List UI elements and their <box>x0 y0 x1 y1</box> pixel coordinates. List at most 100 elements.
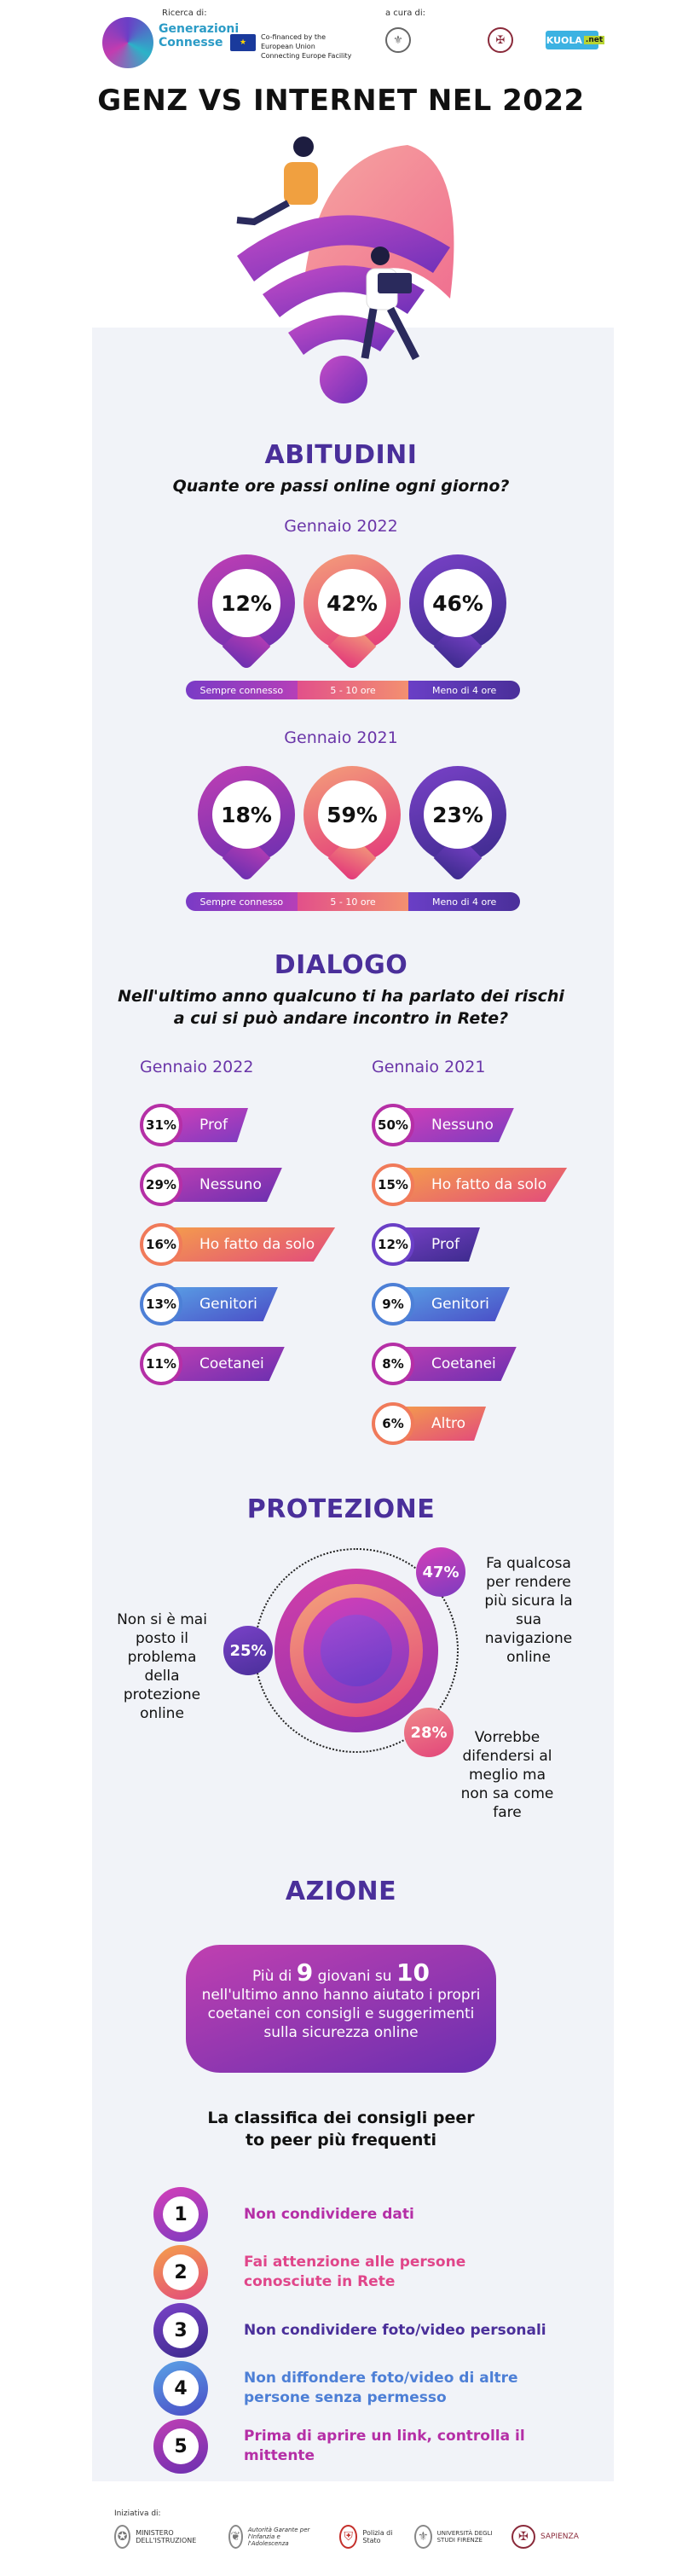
rank-item-1: 1 Non condividere dati <box>153 2187 563 2242</box>
rank-number: 2 <box>163 2254 199 2290</box>
protezione-rings <box>254 1548 459 1753</box>
azione-title: AZIONE <box>285 1877 397 1906</box>
dialogo-2022-item: 29% Nessuno <box>140 1163 344 1206</box>
ricerca-label: Ricerca di: <box>162 9 207 18</box>
dialogo-2022-item: 31% Prof <box>140 1104 344 1146</box>
protezione-badge-28: 28% <box>404 1708 454 1757</box>
legend-meno4: Meno di 4 ore <box>408 681 520 699</box>
pin-value: 18% <box>212 780 280 849</box>
item-pct: 11% <box>140 1343 182 1385</box>
rank-number: 5 <box>163 2428 199 2464</box>
footer-logo: ⛨ Polizia di Stato <box>339 2525 399 2549</box>
pin-2022-sempre: 12% <box>198 554 295 674</box>
legend-5-10: 5 - 10 ore <box>297 892 409 911</box>
pin-value: 59% <box>318 780 386 849</box>
protezione-text-28: Vorrebbe difendersi al meglio ma non sa … <box>460 1729 554 1821</box>
dialogo-2021-item: 12% Prof <box>372 1223 576 1266</box>
dialogo-2021-item: 8% Coetanei <box>372 1343 576 1385</box>
legend-sempre: Sempre connesso <box>186 681 298 699</box>
protezione-badge-25: 25% <box>223 1626 273 1675</box>
azione-highlight-box: Più di 9 giovani su 10 nell'ultimo anno … <box>186 1945 496 2073</box>
item-pct: 50% <box>372 1104 414 1146</box>
item-pct: 9% <box>372 1283 414 1326</box>
legend-bar-2022: Sempre connesso 5 - 10 ore Meno di 4 ore <box>186 681 520 699</box>
rank-text: Non condividere foto/video personali <box>244 2321 546 2339</box>
abitudini-2022-label: Gennaio 2022 <box>284 517 398 536</box>
footer-logo-text: Polizia di Stato <box>362 2529 393 2544</box>
pin-value: 12% <box>212 569 280 637</box>
item-pct: 29% <box>140 1163 182 1206</box>
emblem-icon: ❦ <box>228 2525 243 2549</box>
legend-sempre: Sempre connesso <box>186 892 298 911</box>
pin-2021-sempre: 18% <box>198 766 295 885</box>
dialogo-2022-label: Gennaio 2022 <box>140 1058 254 1076</box>
dialogo-2021-item: 9% Genitori <box>372 1283 576 1326</box>
rank-number: 4 <box>163 2370 199 2406</box>
legend-5-10: 5 - 10 ore <box>297 681 409 699</box>
police-shield-icon: ⛨ <box>339 2525 358 2549</box>
emblem-icon: ⚜ <box>414 2525 432 2549</box>
rank-number: 1 <box>163 2196 199 2232</box>
item-pct: 31% <box>140 1104 182 1146</box>
dialogo-2021-label: Gennaio 2021 <box>372 1058 486 1076</box>
item-pct: 13% <box>140 1283 182 1326</box>
item-label: Ho fatto da solo <box>387 1168 568 1202</box>
pin-2022-meno4: 46% <box>409 554 506 674</box>
pin-value: 23% <box>424 780 492 849</box>
dialogo-2021-item: 6% Altro <box>372 1402 576 1445</box>
pin-value: 42% <box>318 569 386 637</box>
item-pct: 16% <box>140 1223 182 1266</box>
protezione-title: PROTEZIONE <box>246 1494 436 1524</box>
item-pct: 6% <box>372 1402 414 1445</box>
abitudini-2021-label: Gennaio 2021 <box>284 728 398 747</box>
rank-text: Non condividere dati <box>244 2205 414 2223</box>
rank-text: Non diffondere foto/video di altre perso… <box>244 2370 518 2406</box>
legend-meno4: Meno di 4 ore <box>408 892 520 911</box>
footer-logo: ❦ Autorità Garante per l'Infanzia e l'Ado… <box>228 2525 322 2549</box>
footer-logo-text: MINISTERO DELL'ISTRUZIONE <box>136 2529 197 2544</box>
footer-logo-text: UNIVERSITÀ DEGLI STUDI FIRENZE <box>436 2530 493 2544</box>
pin-2021-meno4: 23% <box>409 766 506 885</box>
protezione-badge-47: 47% <box>416 1547 465 1597</box>
header-logos: Ricerca di: Generazioni Connesse ★ Co-fi… <box>0 0 682 68</box>
azione-pre: Più di <box>252 1968 292 1985</box>
rank-text: Fai attenzione alle persone conosciute i… <box>244 2254 466 2290</box>
dialogo-title: DIALOGO <box>274 950 408 980</box>
dialogo-2022-item: 13% Genitori <box>140 1283 344 1326</box>
page-title: GENZ VS INTERNET NEL 2022 <box>97 84 585 118</box>
footer-logo: ✪ MINISTERO DELL'ISTRUZIONE <box>114 2525 199 2549</box>
protezione-text-47: Fa qualcosa per rendere più sicura la su… <box>484 1555 573 1666</box>
classifica-title: La classifica dei consigli peer to peer … <box>207 2109 475 2150</box>
emblem-icon: ✪ <box>114 2525 131 2549</box>
pin-value: 46% <box>424 569 492 637</box>
generazioni-connesse-logo-icon <box>102 17 153 68</box>
cura-label: a cura di: <box>385 9 426 18</box>
protezione-text-25: Non si è mai posto il problema della pro… <box>117 1611 207 1722</box>
azione-mid: giovani su <box>317 1968 392 1985</box>
rank-text: Prima di aprire un link, controlla il mi… <box>244 2428 525 2464</box>
azione-rest: nell'ultimo anno hanno aiutato i propri … <box>201 1987 481 2041</box>
skuola-suffix: .net <box>583 36 605 44</box>
dialogo-2022-item: 16% Ho fatto da solo <box>140 1223 344 1266</box>
sapienza-seal-icon: ✠ <box>488 27 513 53</box>
dialogo-2021-item: 15% Ho fatto da solo <box>372 1163 576 1206</box>
item-pct: 8% <box>372 1343 414 1385</box>
footer-logo-text: Autorità Garante per l'Infanzia e l'Adol… <box>247 2527 310 2547</box>
item-label: Ho fatto da solo <box>155 1227 336 1262</box>
azione-n1: 9 <box>296 1958 314 1987</box>
pin-2022-5-10: 42% <box>303 554 401 674</box>
dialogo-2022-item: 11% Coetanei <box>140 1343 344 1385</box>
generazioni-connesse-name: Generazioni Connesse <box>159 22 240 49</box>
azione-n2: 10 <box>396 1958 430 1987</box>
sapienza-icon: ✠ <box>512 2525 535 2549</box>
rank-item-3: 3 Non condividere foto/video personali <box>153 2303 563 2358</box>
rank-number: 3 <box>163 2312 199 2348</box>
footer-logo: ✠ SAPIENZA <box>512 2525 588 2549</box>
skuola-text: SKUOLA <box>539 34 582 46</box>
dialogo-question-line2: a cui si può andare incontro in Rete? <box>173 1009 509 1028</box>
rank-item-2: 2 Fai attenzione alle persone conosciute … <box>153 2245 563 2300</box>
eu-flag-icon: ★ <box>230 34 256 51</box>
rank-item-4: 4 Non diffondere foto/video di altre pers… <box>153 2361 563 2416</box>
item-pct: 15% <box>372 1163 414 1206</box>
abitudini-title: ABITUDINI <box>264 440 418 470</box>
